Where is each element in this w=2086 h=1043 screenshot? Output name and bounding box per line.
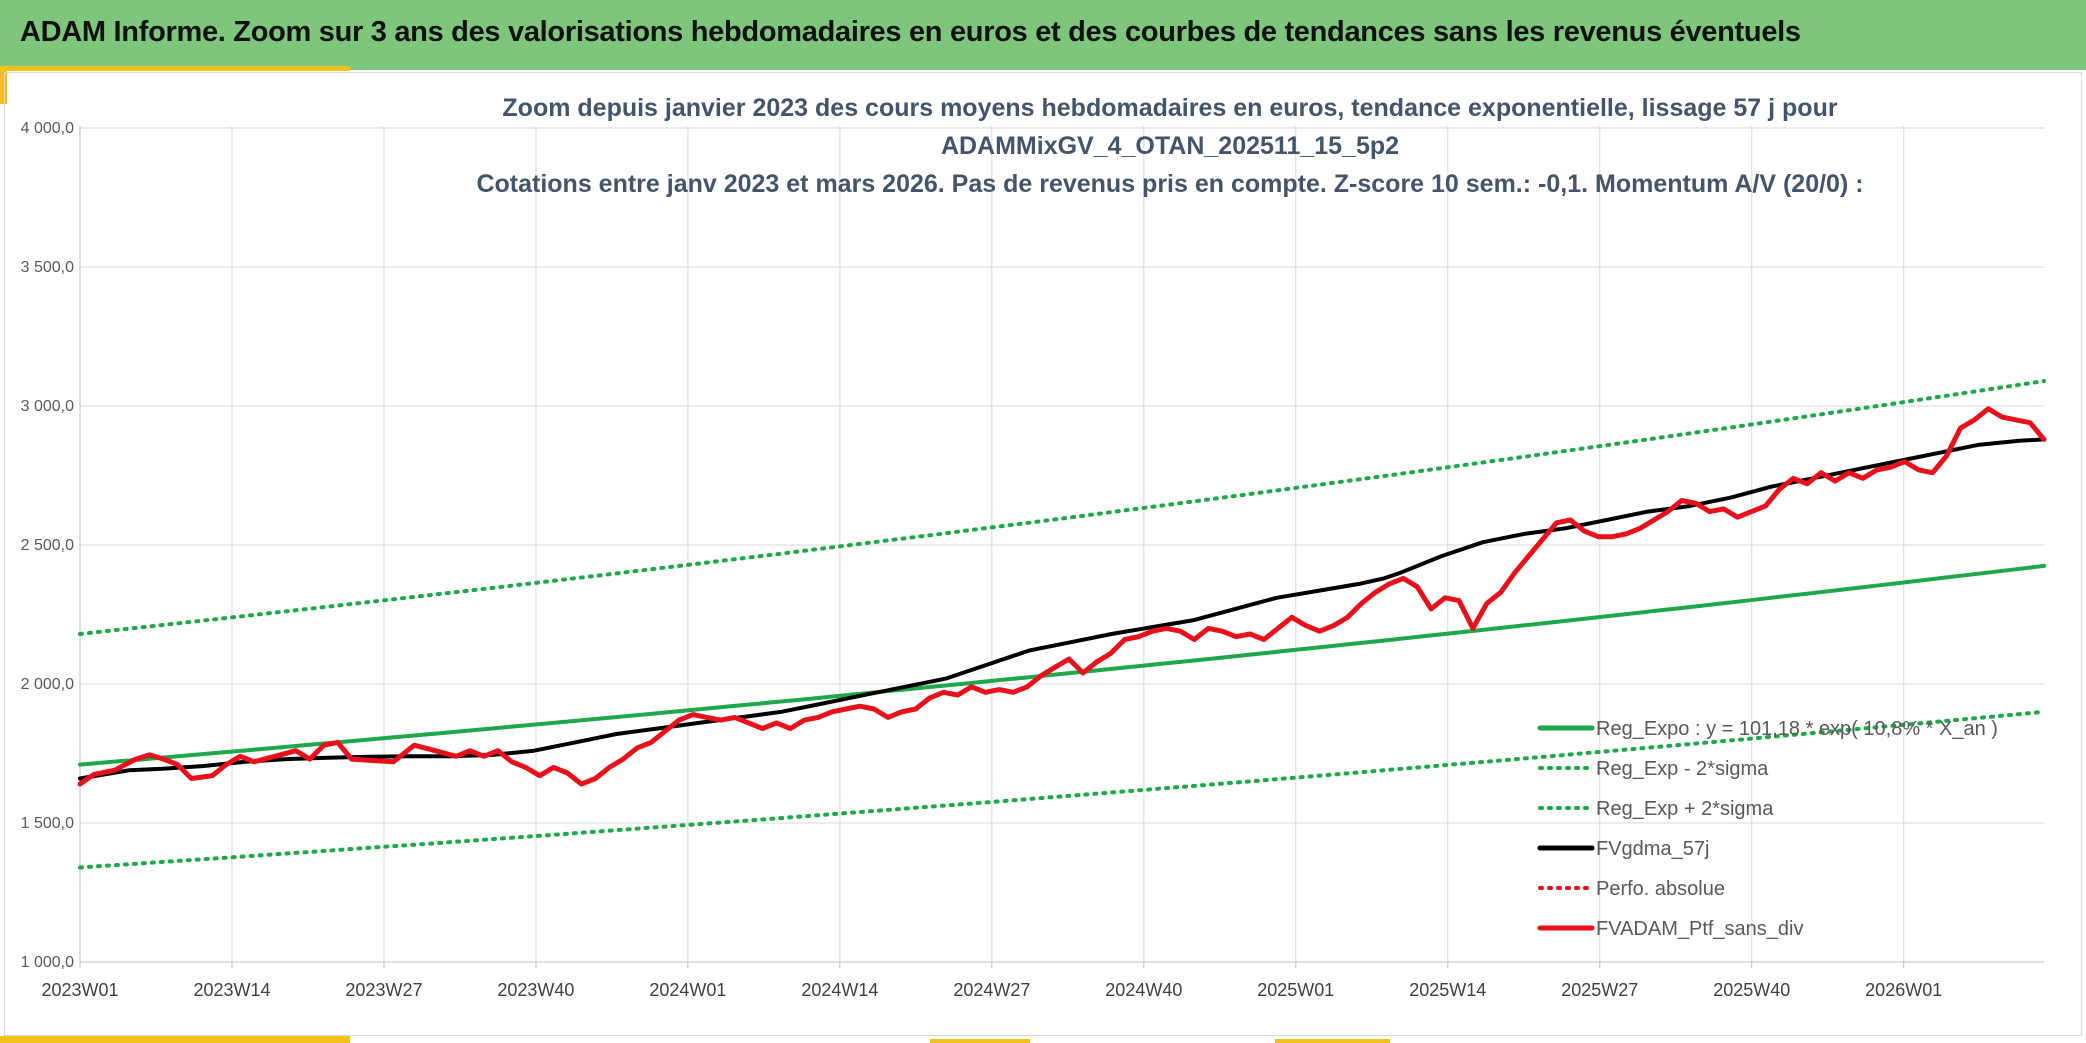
series-line-2 — [78, 379, 2046, 636]
y-tick-label: 2 500,0 — [21, 537, 74, 554]
legend-label: FVADAM_Ptf_sans_div — [1596, 918, 1804, 940]
series-line-1 — [78, 709, 2046, 870]
legend-label: FVgdma_57j — [1596, 838, 1709, 860]
y-axis-ticks: 1 000,0 1 500,0 2 000,0 2 500,0 3 000,0 3 500… — [21, 120, 74, 971]
y-tick-label: 3 500,0 — [21, 259, 74, 276]
x-tick-label: 2024W01 — [649, 980, 726, 1000]
x-tick-label: 2025W01 — [1257, 980, 1334, 1000]
x-tick-label: 2023W01 — [41, 980, 118, 1000]
page-title: ADAM Informe. Zoom sur 3 ans des valoris… — [20, 16, 1801, 48]
accent-stripe-bottom — [0, 1036, 350, 1043]
x-tick-label: 2025W14 — [1409, 980, 1486, 1000]
header-bar: ADAM Informe. Zoom sur 3 ans des valoris… — [0, 0, 2086, 70]
x-tick-label: 2026W01 — [1865, 980, 1942, 1000]
y-tick-label: 1 500,0 — [21, 815, 74, 832]
y-tick-label: 4 000,0 — [21, 120, 74, 137]
chart-title-line-2: ADAMMixGV_4_OTAN_202511_15_5p2 — [941, 132, 1399, 160]
legend-label: Perfo. absolue — [1596, 878, 1725, 900]
x-tick-label: 2023W27 — [345, 980, 422, 1000]
series-line-0 — [78, 563, 2046, 767]
accent-stripe-bottom-right — [1275, 1039, 1390, 1043]
chart-title: Zoom depuis janvier 2023 des cours moyen… — [476, 94, 1863, 198]
y-tick-label: 1 000,0 — [21, 954, 74, 971]
legend: Reg_Expo : y = 101,18 * exp( 10,8% * X_a… — [1537, 718, 1998, 940]
accent-stripe-bottom-mid — [930, 1039, 1030, 1043]
x-tick-label: 2025W27 — [1561, 980, 1638, 1000]
x-tick-label: 2023W14 — [193, 980, 270, 1000]
series — [77, 379, 2047, 870]
accent-stripe-top — [0, 66, 350, 71]
legend-label: Reg_Exp + 2*sigma — [1596, 798, 1774, 820]
series-line-5 — [77, 406, 2047, 787]
x-tick-label: 2024W27 — [953, 980, 1030, 1000]
series-line-3 — [78, 437, 2046, 781]
x-axis-ticks: 2023W01 2023W14 2023W27 2023W40 2024W01 2024W… — [41, 980, 1942, 1000]
x-tick-label: 2025W40 — [1713, 980, 1790, 1000]
chart-title-line-3: Cotations entre janv 2023 et mars 2026. … — [476, 170, 1863, 198]
chart-area-border — [4, 72, 2082, 1036]
x-tick-label: 2024W40 — [1105, 980, 1182, 1000]
grid — [79, 126, 2044, 968]
chart-title-line-1: Zoom depuis janvier 2023 des cours moyen… — [502, 94, 1837, 122]
legend-label: Reg_Exp - 2*sigma — [1596, 758, 1769, 780]
x-tick-label: 2023W40 — [497, 980, 574, 1000]
y-tick-label: 2 000,0 — [21, 676, 74, 693]
accent-stripe-left — [0, 66, 7, 104]
x-tick-label: 2024W14 — [801, 980, 878, 1000]
y-tick-label: 3 000,0 — [21, 398, 74, 415]
legend-label: Reg_Expo : y = 101,18 * exp( 10,8% * X_a… — [1596, 718, 1998, 740]
